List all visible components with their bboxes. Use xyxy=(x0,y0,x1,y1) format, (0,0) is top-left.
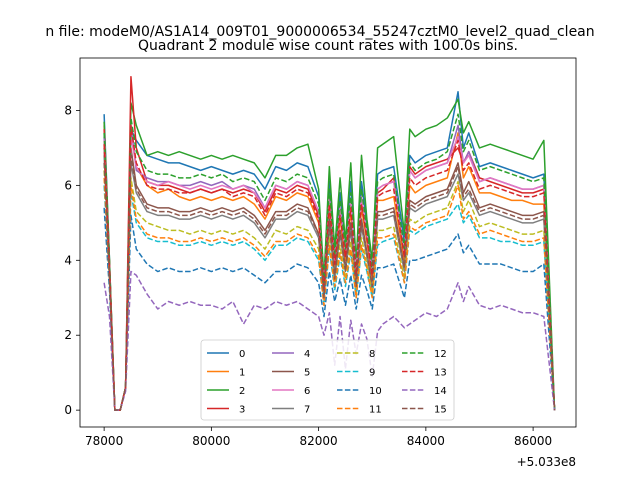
legend-label-2: 2 xyxy=(239,386,245,397)
x-tick-label: 84000 xyxy=(407,434,445,448)
chart-title-line1: n file: modeM0/AS1A14_009T01_9000006534_… xyxy=(45,24,594,40)
x-tick-label: 78000 xyxy=(85,434,123,448)
legend-label-14: 14 xyxy=(434,386,447,397)
series-line-2 xyxy=(103,98,556,411)
legend-label-5: 5 xyxy=(304,368,310,379)
series-line-15 xyxy=(103,154,556,411)
x-tick-label: 80000 xyxy=(192,434,230,448)
series-layer xyxy=(103,75,556,411)
legend-label-15: 15 xyxy=(434,405,447,416)
legend-label-10: 10 xyxy=(369,386,382,397)
y-tick-label: 2 xyxy=(64,328,72,342)
legend-label-3: 3 xyxy=(239,405,245,416)
x-tick-label: 86000 xyxy=(514,434,552,448)
y-tick-label: 8 xyxy=(64,103,72,117)
series-line-10 xyxy=(103,207,556,411)
y-tick-label: 0 xyxy=(64,403,72,417)
series-line-13 xyxy=(103,124,556,411)
legend-label-4: 4 xyxy=(304,349,310,360)
x-axis-offset-label: +5.033e8 xyxy=(517,455,576,469)
series-line-8 xyxy=(103,170,556,411)
y-tick-label: 4 xyxy=(64,253,72,267)
legend-label-12: 12 xyxy=(434,349,447,360)
legend-box xyxy=(200,339,455,421)
legend-label-13: 13 xyxy=(434,368,447,379)
plot-frame xyxy=(79,57,577,428)
chart-title-line2: Quadrant 2 module wise count rates with … xyxy=(138,38,518,54)
legend-label-1: 1 xyxy=(239,368,245,379)
series-line-11 xyxy=(103,177,556,411)
legend-label-11: 11 xyxy=(369,405,382,416)
series-line-12 xyxy=(103,113,556,411)
x-tick-label: 82000 xyxy=(300,434,338,448)
legend-label-0: 0 xyxy=(239,349,245,360)
y-tick-label: 6 xyxy=(64,178,72,192)
x-axis: 78000 80000 82000 84000 86000 xyxy=(85,427,552,448)
legend-label-6: 6 xyxy=(304,386,310,397)
legend-label-8: 8 xyxy=(369,349,375,360)
legend-label-9: 9 xyxy=(369,368,375,379)
y-axis: 0 2 4 6 8 xyxy=(64,103,80,417)
series-line-9 xyxy=(103,185,556,411)
legend-label-7: 7 xyxy=(304,405,310,416)
